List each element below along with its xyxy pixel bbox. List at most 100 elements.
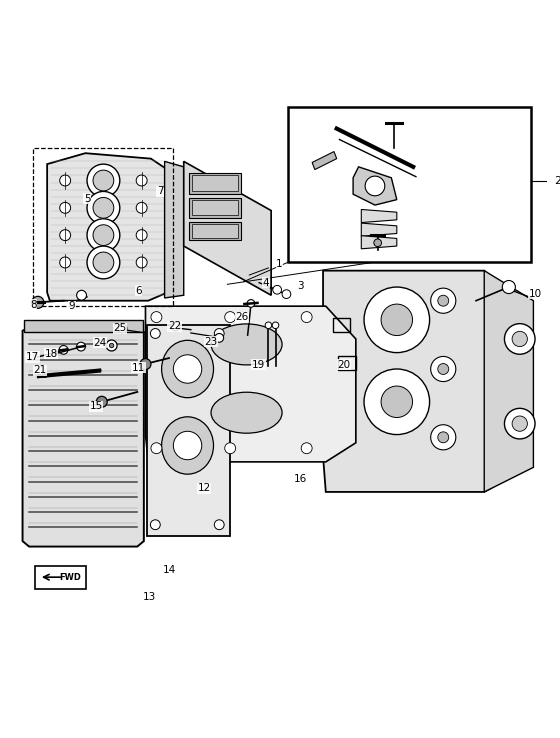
Circle shape	[96, 396, 107, 407]
Text: 18: 18	[44, 348, 58, 359]
Circle shape	[93, 198, 114, 218]
Text: 11: 11	[132, 363, 145, 373]
Circle shape	[60, 257, 71, 268]
Circle shape	[431, 425, 456, 450]
Circle shape	[301, 311, 312, 323]
Circle shape	[272, 322, 279, 328]
Text: 8: 8	[30, 300, 37, 309]
Polygon shape	[323, 271, 522, 492]
Circle shape	[364, 287, 430, 353]
Text: 10: 10	[529, 289, 542, 299]
Polygon shape	[184, 162, 271, 295]
Circle shape	[87, 218, 120, 252]
Circle shape	[87, 246, 120, 279]
Bar	[192, 224, 239, 238]
Text: 23: 23	[204, 337, 218, 347]
Polygon shape	[353, 167, 397, 205]
Polygon shape	[312, 151, 337, 170]
Circle shape	[502, 280, 515, 294]
Text: 12: 12	[197, 483, 211, 493]
Bar	[35, 566, 86, 589]
Text: 21: 21	[34, 365, 46, 375]
Text: 5: 5	[83, 193, 90, 204]
Circle shape	[174, 355, 202, 383]
Circle shape	[151, 311, 162, 323]
Circle shape	[364, 369, 430, 435]
Polygon shape	[361, 223, 397, 236]
Polygon shape	[24, 320, 143, 332]
Circle shape	[438, 432, 449, 443]
Circle shape	[60, 202, 71, 213]
Circle shape	[59, 345, 68, 354]
Circle shape	[109, 343, 114, 348]
Bar	[189, 221, 241, 240]
Circle shape	[438, 364, 449, 374]
Circle shape	[136, 202, 147, 213]
Text: 6: 6	[135, 286, 142, 296]
Circle shape	[381, 304, 413, 336]
Circle shape	[273, 286, 282, 294]
Text: 26: 26	[236, 312, 249, 322]
Ellipse shape	[162, 340, 213, 398]
Bar	[192, 175, 239, 191]
Text: 1: 1	[276, 259, 283, 269]
Text: 15: 15	[90, 401, 103, 411]
Circle shape	[93, 225, 114, 246]
Circle shape	[32, 297, 44, 308]
Text: 2: 2	[554, 176, 560, 187]
Polygon shape	[361, 210, 397, 223]
Text: 22: 22	[168, 321, 181, 331]
Circle shape	[136, 257, 147, 268]
Circle shape	[431, 288, 456, 313]
Bar	[333, 317, 351, 332]
Circle shape	[118, 324, 127, 333]
Text: 20: 20	[337, 359, 351, 370]
Text: 9: 9	[68, 301, 75, 311]
Circle shape	[505, 408, 535, 439]
Circle shape	[225, 443, 236, 454]
Circle shape	[151, 328, 160, 339]
Polygon shape	[484, 271, 534, 492]
Text: 25: 25	[113, 323, 127, 333]
Circle shape	[136, 175, 147, 186]
Circle shape	[512, 331, 528, 347]
Circle shape	[93, 170, 114, 191]
Circle shape	[225, 311, 236, 323]
Text: 3: 3	[297, 281, 304, 291]
Circle shape	[512, 416, 528, 431]
Text: 17: 17	[26, 352, 39, 362]
Polygon shape	[22, 325, 144, 547]
Circle shape	[431, 356, 456, 382]
Circle shape	[174, 431, 202, 460]
Text: 13: 13	[143, 593, 156, 602]
Circle shape	[93, 252, 114, 273]
Circle shape	[87, 164, 120, 197]
Text: FWD: FWD	[59, 573, 81, 582]
Bar	[338, 356, 356, 370]
Text: 4: 4	[263, 277, 269, 288]
Circle shape	[77, 290, 86, 300]
Text: 19: 19	[252, 359, 265, 370]
Circle shape	[151, 520, 160, 530]
Circle shape	[60, 230, 71, 241]
Bar	[189, 173, 241, 193]
Bar	[287, 107, 531, 263]
Circle shape	[171, 322, 180, 331]
Ellipse shape	[211, 392, 282, 433]
Polygon shape	[146, 306, 356, 462]
Circle shape	[374, 239, 381, 246]
Circle shape	[438, 295, 449, 306]
Circle shape	[106, 340, 117, 351]
Circle shape	[215, 334, 223, 342]
Circle shape	[136, 230, 147, 241]
Circle shape	[140, 359, 151, 370]
Circle shape	[505, 324, 535, 354]
Circle shape	[77, 342, 85, 351]
Bar	[192, 200, 239, 215]
Circle shape	[247, 300, 255, 307]
Polygon shape	[165, 162, 184, 298]
Circle shape	[365, 176, 385, 196]
Text: 24: 24	[94, 338, 107, 348]
Polygon shape	[361, 235, 397, 249]
Ellipse shape	[162, 417, 213, 475]
